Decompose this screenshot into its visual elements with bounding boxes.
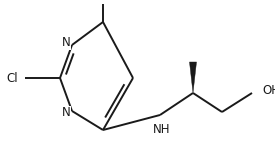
Text: N: N [62, 107, 70, 119]
Text: Cl: Cl [6, 72, 18, 84]
Text: NH: NH [153, 123, 171, 136]
Text: N: N [62, 37, 70, 49]
Text: OH: OH [262, 84, 275, 97]
Polygon shape [189, 62, 197, 93]
